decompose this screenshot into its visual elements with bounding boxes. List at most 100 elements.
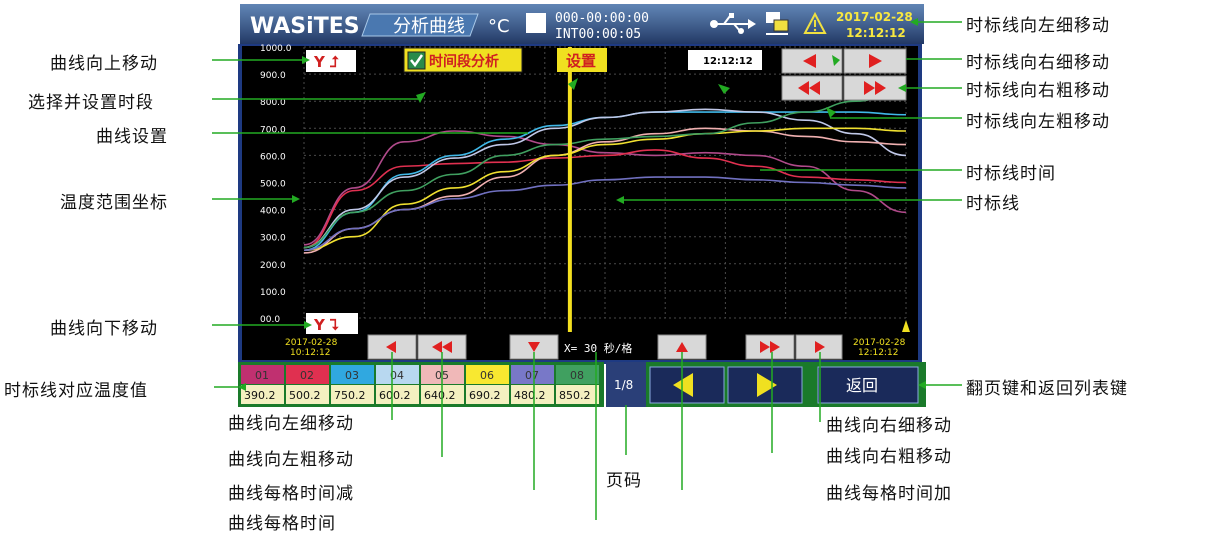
unit-label: °C — [488, 16, 510, 37]
callout-page-back: 翻页键和返回列表键 — [966, 379, 1128, 399]
svg-text:Y: Y — [313, 316, 326, 334]
callout-interval-down: 曲线每格时间减 — [228, 484, 354, 504]
counter-bottom: INT00:00:05 — [555, 27, 641, 42]
start-date: 2017-02-28 — [285, 338, 338, 348]
channel-id: 06 — [480, 369, 494, 382]
channel-id: 02 — [300, 369, 314, 382]
y-tick-label: 100.0 — [260, 288, 286, 298]
channel-id: 03 — [345, 369, 359, 382]
channel-value-cell — [376, 385, 419, 404]
curve-series-7 — [303, 176, 907, 252]
status-square — [526, 13, 546, 33]
svg-text:12:12:12: 12:12:12 — [703, 56, 753, 67]
callout-interval: 曲线每格时间 — [228, 514, 336, 534]
cursor-left-coarse-button[interactable] — [781, 75, 843, 101]
channel-value-cell — [331, 385, 374, 404]
callout-curve-left-coarse: 曲线向左粗移动 — [228, 450, 354, 470]
arrow-left-icon — [803, 54, 816, 68]
channel-03: 03 750.2 — [331, 365, 374, 404]
channel-value: 500.2 — [289, 389, 321, 402]
callout-curve-down: 曲线向下移动 — [50, 319, 158, 339]
callout-curve-left-fine: 曲线向左细移动 — [228, 414, 354, 434]
curve-series-4 — [303, 108, 907, 249]
start-time: 10:12:12 — [290, 348, 330, 358]
x-axis-bar: 2017-02-28 10:12:12 X= 30 秒/格 — [242, 334, 918, 360]
callout-interval-up: 曲线每格时间加 — [826, 484, 952, 504]
channel-value-cell — [466, 385, 509, 404]
channel-07: 07 480.2 — [511, 365, 554, 404]
channel-color-swatch — [556, 365, 599, 384]
arrow-right-icon — [757, 373, 777, 397]
callout-cursor-time: 时标线时间 — [966, 164, 1056, 184]
end-date: 2017-02-28 — [853, 338, 906, 348]
arrow-up-icon: ⮥ — [330, 53, 340, 71]
y-tick-label: 1000.0 — [260, 44, 292, 54]
svg-text:返回: 返回 — [846, 376, 878, 395]
callout-cursor-right-coarse: 时标线向右粗移动 — [966, 81, 1110, 101]
channel-01: 01 390.2 — [241, 365, 284, 404]
double-left-icon — [442, 341, 452, 353]
channel-value: 640.2 — [424, 389, 456, 402]
curve-up-button[interactable]: Y ⮥ — [306, 50, 356, 72]
callout-cursor-temp: 时标线对应温度值 — [4, 381, 148, 401]
channel-08: 08 850.2 — [556, 365, 599, 404]
svg-text:设置: 设置 — [566, 52, 596, 70]
arrow-down-icon: ⮧ — [330, 316, 340, 334]
y-tick-label: 300.0 — [260, 234, 286, 244]
curve-series-6 — [303, 127, 907, 252]
arrow-right-icon — [869, 54, 882, 68]
usb-icon — [710, 13, 756, 34]
arrow-up-icon — [676, 342, 688, 352]
curve-series-8 — [303, 86, 907, 249]
callout-cursor-left-fine: 时标线向左细移动 — [966, 16, 1110, 36]
header-date: 2017-02-28 — [836, 10, 913, 24]
plot-corner-marker — [902, 320, 910, 332]
callout-cursor-right-fine: 时标线向右细移动 — [966, 53, 1110, 73]
end-time: 12:12:12 — [858, 348, 898, 358]
curve-right-fine-button[interactable] — [795, 334, 843, 360]
back-button[interactable]: 返回 — [817, 366, 919, 404]
device-header: WASiTES 分析曲线 °C 000-00:00:00 INT00:00:05… — [240, 4, 924, 44]
network-icon — [766, 12, 789, 35]
y-tick-label: 900.0 — [260, 71, 286, 81]
callout-page-code: 页码 — [606, 471, 642, 491]
arrow-left-icon — [673, 373, 693, 397]
channel-value: 850.2 — [559, 389, 591, 402]
time-segment-analysis[interactable]: 时间段分析 — [403, 47, 523, 73]
channel-value: 600.2 — [379, 389, 411, 402]
channel-value-cell — [511, 385, 554, 404]
curve-down-button[interactable]: Y ⮧ — [306, 313, 358, 335]
y-tick-label: 600.0 — [260, 152, 286, 162]
svg-text:Y: Y — [313, 53, 326, 71]
channel-value-cell — [241, 385, 284, 404]
callout-select-period: 选择并设置时段 — [28, 93, 154, 113]
callout-cursor-left-coarse: 时标线向左粗移动 — [966, 112, 1110, 132]
y-tick-label: 500.0 — [260, 180, 286, 190]
callout-leaders — [212, 21, 962, 520]
channel-color-swatch — [241, 365, 284, 384]
channel-color-swatch — [376, 365, 419, 384]
double-right-icon — [770, 341, 780, 353]
y-tick-label: 400.0 — [260, 207, 286, 217]
cursor-right-coarse-button[interactable] — [843, 75, 907, 101]
channel-value: 390.2 — [244, 389, 276, 402]
callout-curve-right-coarse: 曲线向右粗移动 — [826, 447, 952, 467]
cursor-left-fine-button[interactable] — [781, 48, 843, 74]
double-left-icon — [809, 81, 820, 95]
channel-color-swatch — [466, 365, 509, 384]
curve-setting-button[interactable]: 设置 — [557, 48, 607, 72]
channel-value-cell — [556, 385, 599, 404]
y-tick-label: 800.0 — [260, 98, 286, 108]
curve-right-coarse-button[interactable] — [745, 334, 795, 360]
page-prev-button[interactable] — [649, 366, 725, 404]
channel-04: 04 600.2 — [376, 365, 419, 404]
warning-icon — [803, 11, 827, 34]
curve-series — [303, 86, 907, 254]
page-next-button[interactable] — [727, 366, 803, 404]
cursor-right-fine-button[interactable] — [843, 48, 907, 74]
y-tick-label: 700.0 — [260, 125, 286, 135]
channel-value-cell — [286, 385, 329, 404]
svg-text:时间段分析: 时间段分析 — [429, 53, 499, 70]
callout-cursor-line: 时标线 — [966, 194, 1020, 214]
header-time: 12:12:12 — [846, 26, 906, 40]
